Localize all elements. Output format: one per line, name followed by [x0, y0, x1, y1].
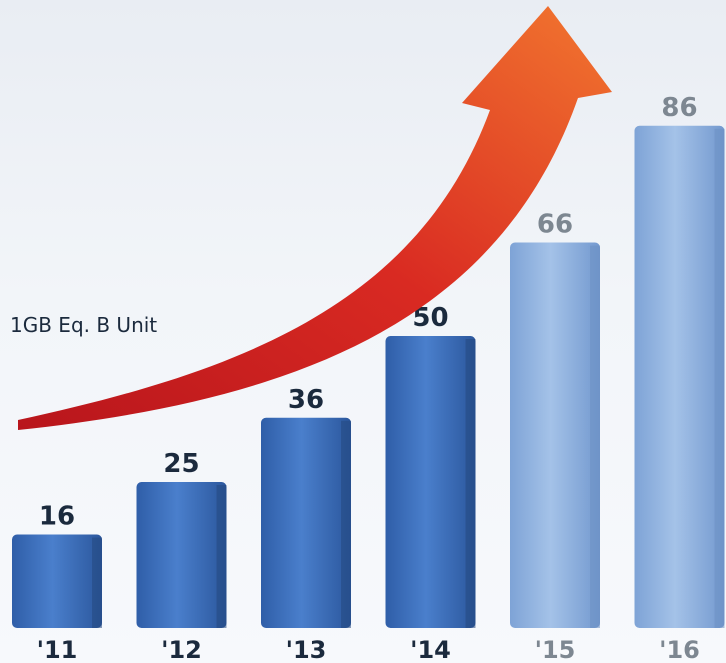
bar-side-3 [465, 339, 476, 628]
tick-labels-group: '11 '12 '13 '14 '15 '16 [37, 636, 700, 663]
unit-label: 1GB Eq. B Unit [10, 313, 157, 337]
bar-side-2 [341, 420, 351, 628]
tick-label-4: '15 [535, 636, 576, 663]
tick-label-0: '11 [37, 636, 78, 663]
value-label-1: 25 [163, 449, 199, 479]
bar-4 [510, 242, 600, 628]
bar-side-4 [590, 245, 600, 628]
tick-label-3: '14 [410, 636, 451, 663]
value-label-4: 66 [537, 210, 573, 240]
trend-arrow [18, 6, 612, 430]
bar-side-1 [216, 485, 227, 628]
bar-side-5 [714, 128, 725, 628]
bar-1 [136, 482, 227, 628]
bar-2 [261, 417, 351, 628]
tick-label-1: '12 [161, 636, 202, 663]
bar-side-0 [92, 537, 102, 628]
bars-group [12, 125, 725, 628]
value-label-2: 36 [288, 385, 324, 415]
tick-label-2: '13 [286, 636, 327, 663]
bar-3 [385, 336, 476, 628]
bar-0 [12, 534, 102, 628]
tick-label-5: '16 [659, 636, 700, 663]
bar-5 [634, 125, 725, 628]
value-label-5: 86 [661, 93, 697, 123]
value-label-0: 16 [39, 502, 75, 532]
